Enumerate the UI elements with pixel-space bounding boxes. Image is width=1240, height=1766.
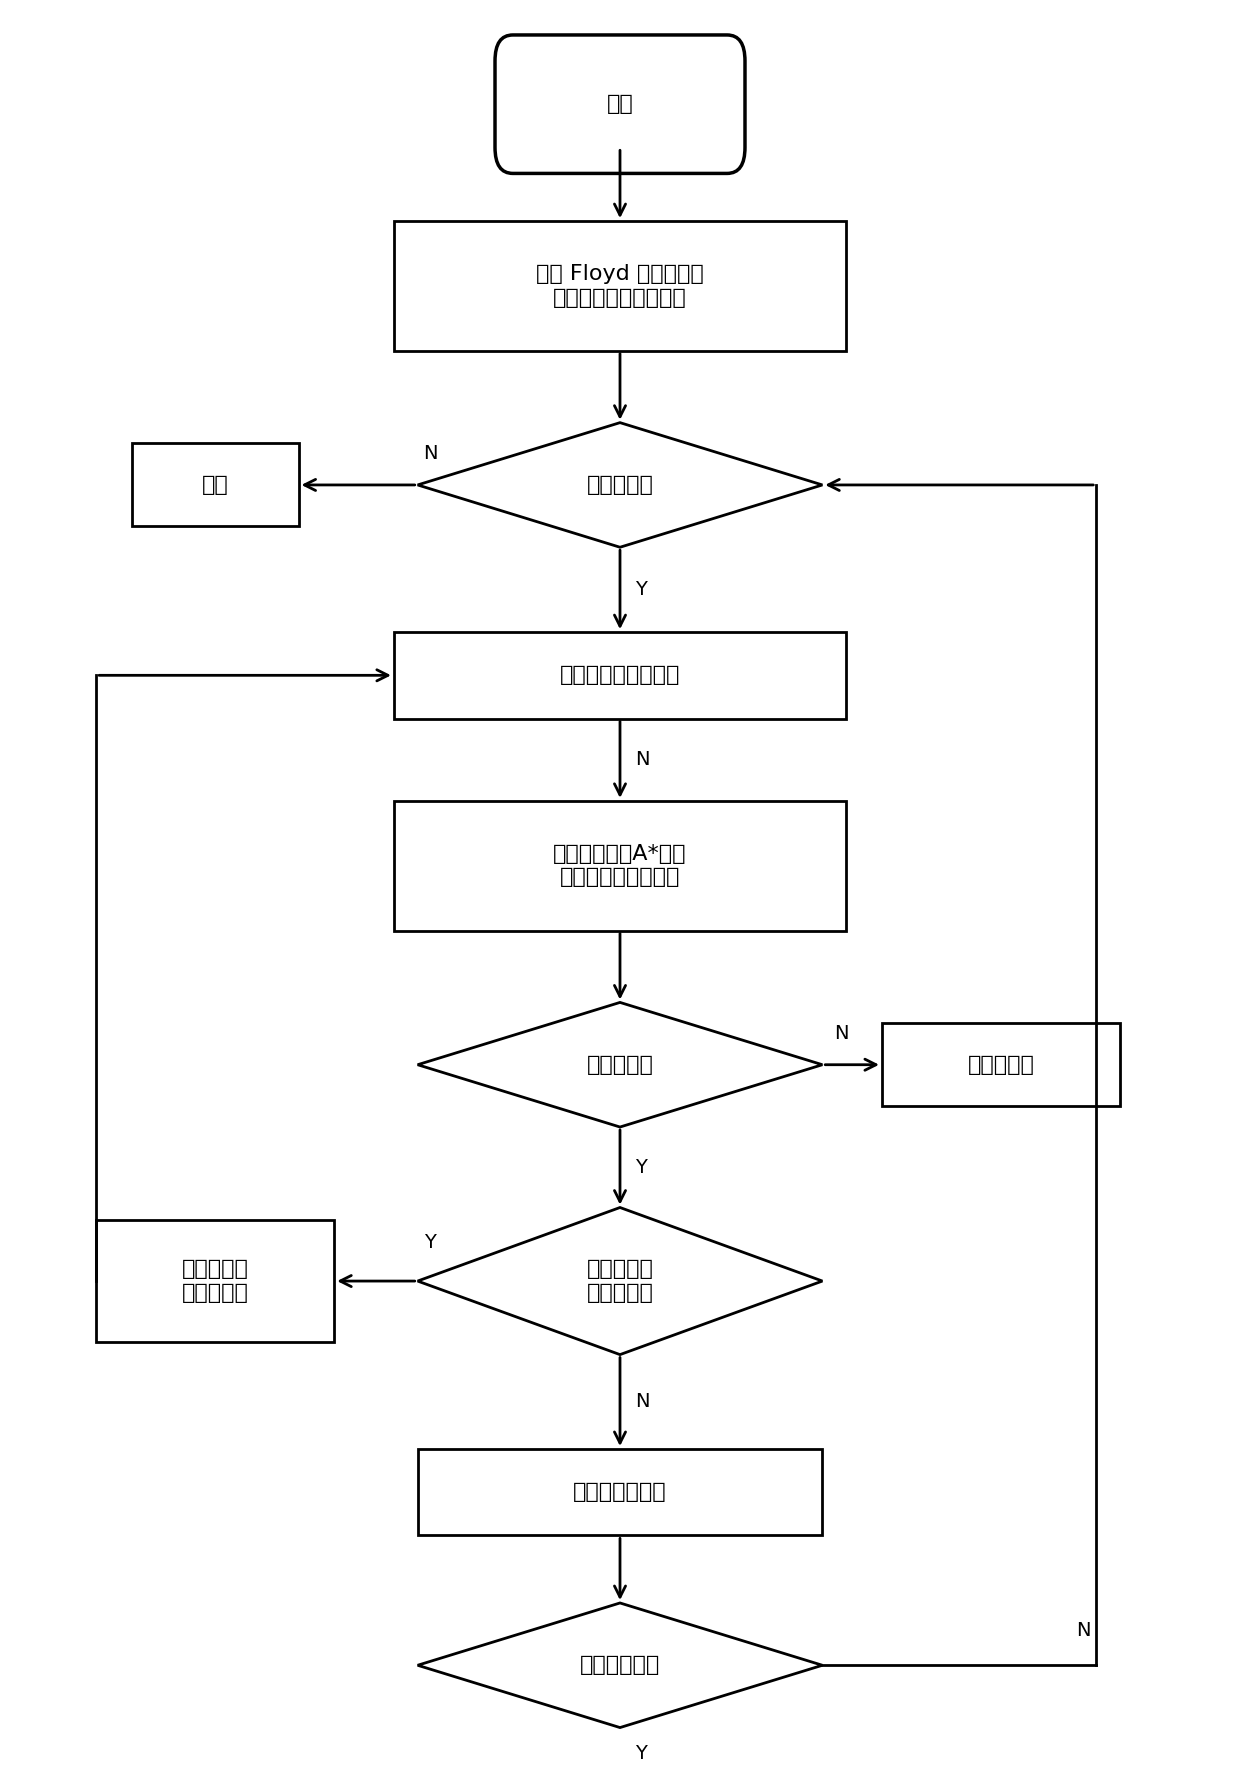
Text: 机器人前行一步: 机器人前行一步: [573, 1482, 667, 1503]
Bar: [131, 443, 299, 526]
Text: 开始: 开始: [606, 94, 634, 115]
Text: N: N: [635, 751, 650, 770]
Bar: [394, 800, 846, 931]
Text: Y: Y: [635, 1745, 647, 1762]
Polygon shape: [418, 422, 822, 547]
Text: 使用改进后的A*算法
规划起止点间的路径: 使用改进后的A*算法 规划起止点间的路径: [553, 844, 687, 887]
FancyBboxPatch shape: [495, 35, 745, 173]
Text: Y: Y: [635, 581, 647, 599]
Text: 将下一节点
加入禁忧表: 将下一节点 加入禁忧表: [182, 1259, 249, 1303]
Text: 更新任务起点、终点: 更新任务起点、终点: [559, 666, 681, 685]
Text: N: N: [635, 1392, 650, 1411]
Bar: [97, 1220, 335, 1342]
Text: N: N: [1076, 1621, 1090, 1641]
Text: 有新任务？: 有新任务？: [587, 475, 653, 494]
Polygon shape: [418, 1208, 822, 1355]
Text: 当前占是目标: 当前占是目标: [580, 1655, 660, 1676]
Polygon shape: [418, 1003, 822, 1127]
Bar: [418, 1448, 822, 1535]
Text: 等待: 等待: [202, 475, 228, 494]
Bar: [394, 221, 846, 351]
Bar: [394, 632, 846, 719]
Text: 使用 Floyd 算法计算地
图上栅格节点间的距离: 使用 Floyd 算法计算地 图上栅格节点间的距离: [536, 265, 704, 307]
Text: 规划成功？: 规划成功？: [587, 1054, 653, 1075]
Text: 路径上的下
个节点有障: 路径上的下 个节点有障: [587, 1259, 653, 1303]
Text: Y: Y: [424, 1233, 435, 1252]
Polygon shape: [418, 1604, 822, 1727]
Text: 无可行路径: 无可行路径: [967, 1054, 1034, 1075]
Text: N: N: [835, 1024, 848, 1044]
Bar: [882, 1023, 1120, 1106]
Text: Y: Y: [635, 1158, 647, 1176]
Text: N: N: [424, 445, 438, 463]
